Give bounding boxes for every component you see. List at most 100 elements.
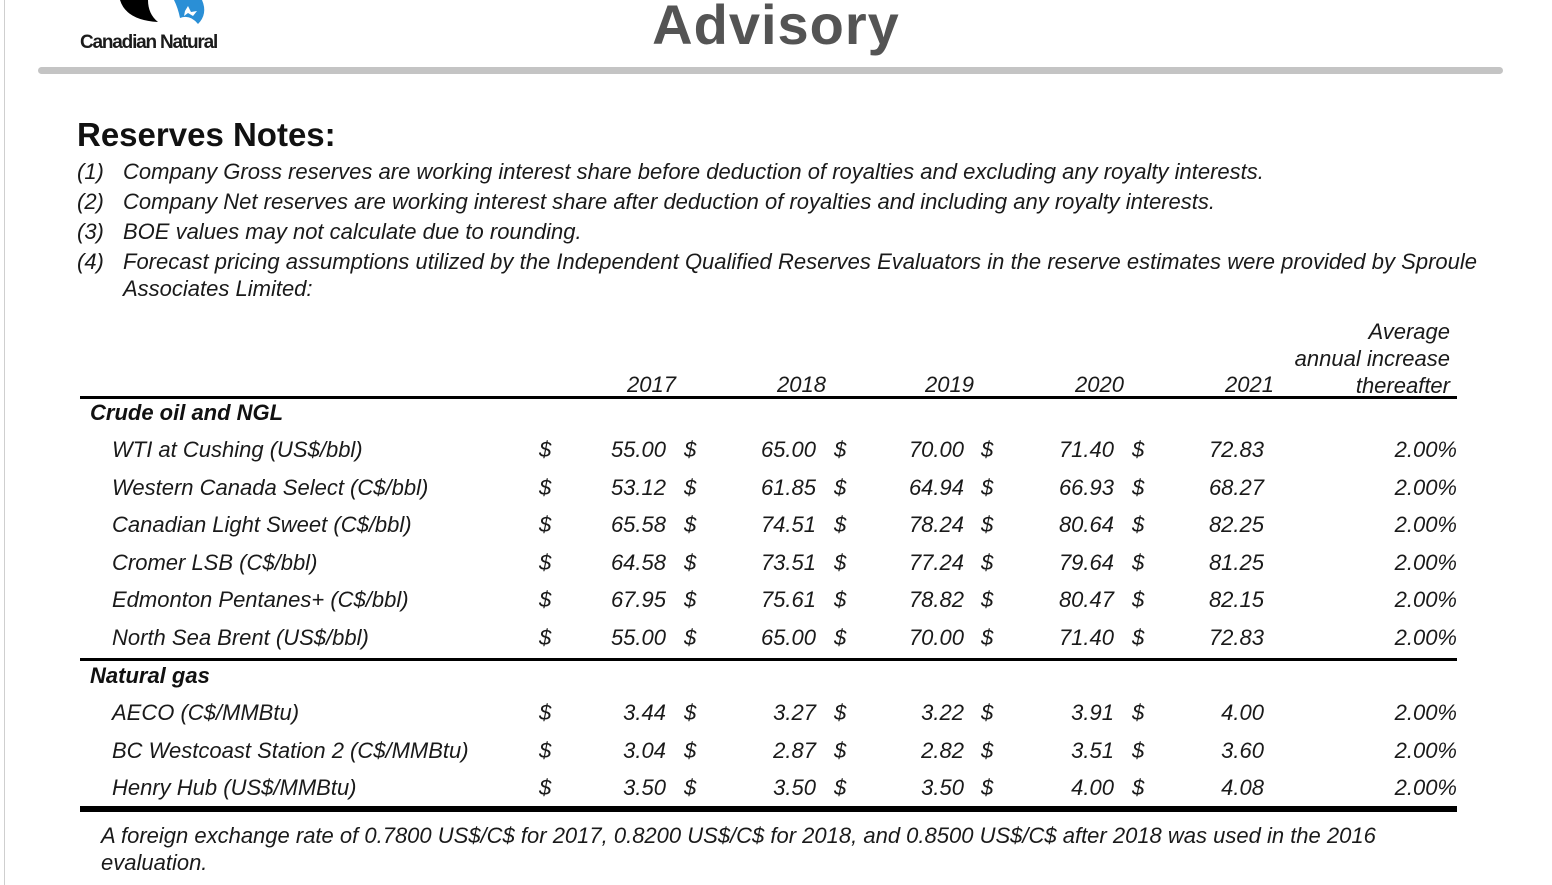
currency-symbol: $ <box>981 437 994 462</box>
column-header-line: annual increase <box>1294 346 1450 371</box>
price-value: 71.40 <box>1058 625 1114 650</box>
note-item: (3) BOE values may not calculate due to … <box>77 218 1477 245</box>
page-title: Advisory <box>652 0 900 56</box>
price-value: 4.00 <box>1071 775 1114 800</box>
logo-text: Canadian Natural <box>80 32 218 53</box>
price-value: 66.93 <box>1058 475 1114 500</box>
note-text: Company Gross reserves are working inter… <box>123 159 1264 184</box>
price-value: 70.00 <box>908 625 964 650</box>
currency-symbol: $ <box>981 775 994 800</box>
table-top-rule <box>80 396 1457 399</box>
price-value: 79.64 <box>1058 550 1114 575</box>
annual-increase-value: 2.00% <box>1394 625 1457 650</box>
note-item: (4) Forecast pricing assumptions utilize… <box>77 248 1477 302</box>
footnote: A foreign exchange rate of 0.7800 US$/C$… <box>101 823 1376 875</box>
group-divider-rule <box>80 658 1457 661</box>
price-value: 55.00 <box>610 437 666 462</box>
price-value: 78.82 <box>908 587 964 612</box>
price-value: 70.00 <box>908 437 964 462</box>
note-item: (1) Company Gross reserves are working i… <box>77 158 1477 185</box>
price-value: 67.95 <box>610 587 666 612</box>
currency-symbol: $ <box>834 437 847 462</box>
price-value: 80.47 <box>1058 587 1114 612</box>
price-value: 3.50 <box>773 775 816 800</box>
price-value: 55.00 <box>610 625 666 650</box>
row-label: BC Westcoast Station 2 (C$/MMBtu) <box>112 738 469 763</box>
currency-symbol: $ <box>539 550 552 575</box>
currency-symbol: $ <box>834 475 847 500</box>
price-value: 61.85 <box>760 475 816 500</box>
currency-symbol: $ <box>1132 475 1145 500</box>
currency-symbol: $ <box>1132 700 1145 725</box>
annual-increase-value: 2.00% <box>1394 587 1457 612</box>
currency-symbol: $ <box>1132 437 1145 462</box>
currency-symbol: $ <box>539 738 552 763</box>
price-value: 65.58 <box>610 512 666 537</box>
annual-increase-value: 2.00% <box>1394 700 1457 725</box>
column-header-2020: 2020 <box>1075 372 1124 397</box>
price-value: 77.24 <box>908 550 964 575</box>
currency-symbol: $ <box>834 775 847 800</box>
currency-symbol: $ <box>834 738 847 763</box>
currency-symbol: $ <box>684 437 697 462</box>
currency-symbol: $ <box>1132 587 1145 612</box>
currency-symbol: $ <box>981 512 994 537</box>
price-value: 80.64 <box>1058 512 1114 537</box>
currency-symbol: $ <box>981 475 994 500</box>
note-text: BOE values may not calculate due to roun… <box>123 219 582 244</box>
currency-symbol: $ <box>684 475 697 500</box>
currency-symbol: $ <box>684 587 697 612</box>
annual-increase-value: 2.00% <box>1394 550 1457 575</box>
annual-increase-value: 2.00% <box>1394 775 1457 800</box>
column-header-line: Average <box>1368 319 1450 344</box>
group-label-gas: Natural gas <box>90 663 210 688</box>
currency-symbol: $ <box>539 512 552 537</box>
column-header-2021: 2021 <box>1225 372 1274 397</box>
currency-symbol: $ <box>1132 512 1145 537</box>
price-value: 4.00 <box>1221 700 1264 725</box>
currency-symbol: $ <box>1132 775 1145 800</box>
row-label: AECO (C$/MMBtu) <box>112 700 300 725</box>
currency-symbol: $ <box>981 700 994 725</box>
column-header-2018: 2018 <box>777 372 826 397</box>
column-header-2017: 2017 <box>627 372 676 397</box>
price-value: 3.04 <box>623 738 666 763</box>
currency-symbol: $ <box>1132 625 1145 650</box>
currency-symbol: $ <box>834 550 847 575</box>
currency-symbol: $ <box>539 587 552 612</box>
column-header-increase: Average annual increase thereafter <box>1250 318 1450 399</box>
logo-mark-icon <box>120 0 205 24</box>
currency-symbol: $ <box>981 738 994 763</box>
note-number: (3) <box>77 219 104 244</box>
note-text: Company Net reserves are working interes… <box>123 189 1215 214</box>
note-number: (1) <box>77 159 104 184</box>
currency-symbol: $ <box>539 625 552 650</box>
annual-increase-value: 2.00% <box>1394 437 1457 462</box>
price-value: 78.24 <box>908 512 964 537</box>
note-number: (2) <box>77 189 104 214</box>
price-value: 64.94 <box>908 475 964 500</box>
price-value: 3.44 <box>623 700 666 725</box>
row-label: Edmonton Pentanes+ (C$/bbl) <box>112 587 409 612</box>
price-value: 74.51 <box>760 512 816 537</box>
currency-symbol: $ <box>684 512 697 537</box>
price-value: 73.51 <box>760 550 816 575</box>
price-value: 53.12 <box>610 475 666 500</box>
currency-symbol: $ <box>684 550 697 575</box>
currency-symbol: $ <box>539 475 552 500</box>
currency-symbol: $ <box>1132 738 1145 763</box>
column-header-2019: 2019 <box>925 372 974 397</box>
currency-symbol: $ <box>684 625 697 650</box>
currency-symbol: $ <box>684 738 697 763</box>
page-left-border <box>4 0 5 885</box>
table-bottom-rule <box>80 806 1457 812</box>
row-label: North Sea Brent (US$/bbl) <box>112 625 369 650</box>
notes-list: (1) Company Gross reserves are working i… <box>77 158 1477 305</box>
annual-increase-value: 2.00% <box>1394 738 1457 763</box>
currency-symbol: $ <box>539 700 552 725</box>
currency-symbol: $ <box>1132 550 1145 575</box>
price-value: 4.08 <box>1221 775 1264 800</box>
price-value: 3.51 <box>1071 738 1114 763</box>
section-title: Reserves Notes: <box>77 116 336 153</box>
currency-symbol: $ <box>684 775 697 800</box>
